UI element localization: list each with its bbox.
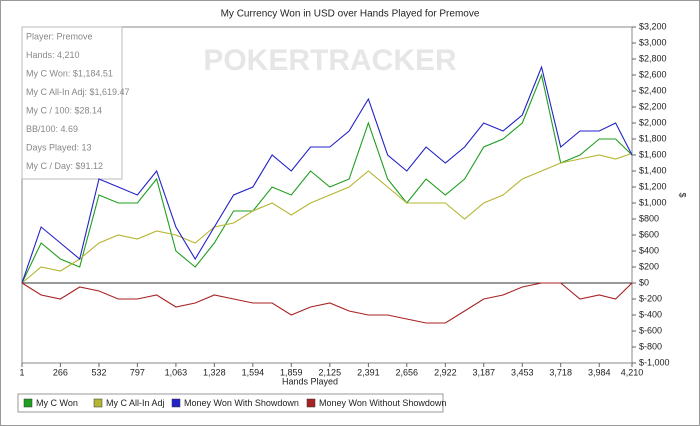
x-tick-label: 1,063 bbox=[165, 367, 188, 377]
x-tick-label: 2,125 bbox=[319, 367, 342, 377]
y-tick-label: $2,200 bbox=[639, 101, 667, 111]
info-line: My C All-In Adj: $1,619.47 bbox=[26, 87, 130, 97]
x-tick-label: 2,391 bbox=[357, 367, 380, 377]
series-line bbox=[21, 282, 633, 324]
legend-label: Money Won With Showdown bbox=[184, 398, 299, 408]
chart-title: My Currency Won in USD over Hands Played… bbox=[221, 9, 480, 20]
series-line bbox=[21, 73, 633, 284]
legend-label: My C All-In Adj bbox=[106, 398, 165, 408]
x-tick-label: 2,656 bbox=[396, 367, 419, 377]
x-tick-label: 1 bbox=[19, 367, 24, 377]
y-tick-label: $1,400 bbox=[639, 165, 667, 175]
y-tick-label: $2,000 bbox=[639, 117, 667, 127]
x-tick-label: 266 bbox=[53, 367, 68, 377]
info-line: BB/100: 4.69 bbox=[26, 124, 78, 134]
y-tick-label: $3,200 bbox=[639, 21, 667, 31]
y-tick-label: $1,800 bbox=[639, 133, 667, 143]
watermark: POKERTRACKER bbox=[203, 44, 457, 77]
y-tick-label: $2,800 bbox=[639, 53, 667, 63]
y-tick-label: $-800 bbox=[639, 341, 662, 351]
x-tick-label: 1,594 bbox=[242, 367, 265, 377]
x-tick-label: 1,328 bbox=[203, 367, 226, 377]
x-axis-label: Hands Played bbox=[282, 376, 338, 386]
x-tick-label: 532 bbox=[91, 367, 106, 377]
x-tick-label: 3,187 bbox=[472, 367, 495, 377]
y-tick-label: $-600 bbox=[639, 325, 662, 335]
x-tick-label: 3,453 bbox=[511, 367, 534, 377]
legend-label: My C Won bbox=[36, 398, 78, 408]
x-tick-label: 3,984 bbox=[588, 367, 611, 377]
legend-swatch bbox=[171, 398, 181, 408]
y-tick-label: $2,400 bbox=[639, 85, 667, 95]
legend-swatch bbox=[306, 398, 316, 408]
plot-border bbox=[21, 26, 633, 364]
info-line: My C / 100: $28.14 bbox=[26, 105, 102, 115]
x-tick-label: 1,859 bbox=[280, 367, 303, 377]
y-tick-label: $400 bbox=[639, 245, 659, 255]
info-line: Player: Premove bbox=[26, 31, 93, 41]
legend-swatch bbox=[93, 398, 103, 408]
x-tick-label: 797 bbox=[130, 367, 145, 377]
y-tick-label: $2,600 bbox=[639, 69, 667, 79]
y-tick-label: $800 bbox=[639, 213, 659, 223]
legend-swatch bbox=[23, 398, 33, 408]
info-line: My C Won: $1,184.51 bbox=[26, 68, 113, 78]
y-tick-label: $600 bbox=[639, 229, 659, 239]
series-line bbox=[21, 152, 633, 284]
y-axis-label: $ bbox=[678, 192, 688, 197]
legend-box bbox=[17, 393, 444, 413]
y-tick-label: $0 bbox=[639, 277, 649, 287]
info-line: Days Played: 13 bbox=[26, 142, 92, 152]
y-tick-label: $-400 bbox=[639, 309, 662, 319]
y-tick-label: $3,000 bbox=[639, 37, 667, 47]
x-tick-label: 4,210 bbox=[621, 367, 644, 377]
y-tick-label: $-1,000 bbox=[639, 357, 670, 367]
y-tick-label: $-200 bbox=[639, 293, 662, 303]
y-tick-label: $1,000 bbox=[639, 197, 667, 207]
series-line bbox=[21, 65, 633, 284]
legend-label: Money Won Without Showdown bbox=[319, 398, 446, 408]
info-line: Hands: 4,210 bbox=[26, 50, 80, 60]
x-tick-label: 2,922 bbox=[434, 367, 457, 377]
y-tick-label: $200 bbox=[639, 261, 659, 271]
x-tick-label: 3,718 bbox=[549, 367, 572, 377]
info-box bbox=[21, 26, 123, 180]
y-tick-label: $1,600 bbox=[639, 149, 667, 159]
info-line: My C / Day: $91.12 bbox=[26, 161, 103, 171]
y-tick-label: $1,200 bbox=[639, 181, 667, 191]
